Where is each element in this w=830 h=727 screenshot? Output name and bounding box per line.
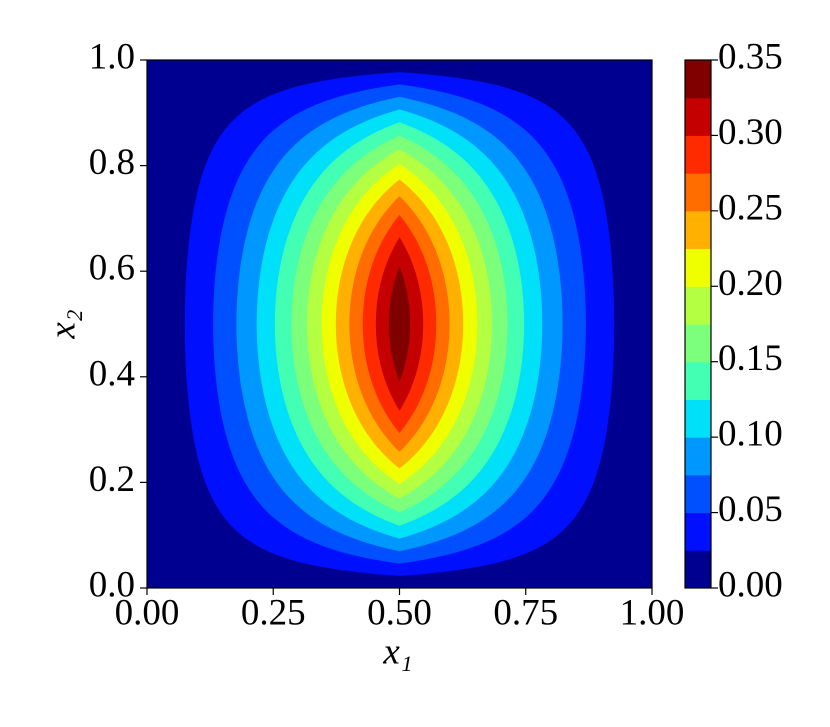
x-tick-label: 0.50	[367, 592, 432, 633]
colorbar-segment	[685, 173, 711, 212]
y-axis-label: x₂	[42, 309, 83, 339]
colorbar-frame	[684, 59, 712, 589]
x-axis-label: x₁	[382, 631, 412, 672]
x-tick-label: 0.25	[241, 592, 306, 633]
colorbar-tick-label: 0.20	[718, 263, 783, 304]
y-tick-label: 0.0	[89, 564, 135, 605]
y-tick-label: 1.0	[89, 36, 135, 77]
colorbar-segment	[685, 399, 711, 438]
colorbar-segment	[685, 512, 711, 551]
colorbar-tick-label: 0.15	[718, 338, 783, 379]
colorbar-tick-label: 0.25	[718, 187, 783, 228]
colorbar-segment	[685, 550, 711, 589]
x-tick-label: 1.00	[620, 592, 685, 633]
colorbar-segment	[685, 60, 711, 99]
colorbar-tick-label: 0.10	[718, 414, 783, 455]
colorbar-segment	[685, 248, 711, 287]
colorbar-segment	[685, 474, 711, 514]
colorbar-tick-label: 0.30	[718, 112, 783, 153]
x-tick-label: 0.00	[115, 592, 180, 633]
y-tick-label: 0.6	[89, 248, 135, 289]
colorbar-segment	[685, 361, 711, 400]
y-tick-label: 0.2	[89, 459, 135, 500]
colorbar-segment	[685, 286, 711, 325]
colorbar-segment	[685, 135, 711, 174]
colorbar-tick-label: 0.35	[718, 36, 783, 77]
colorbar-segment	[685, 210, 711, 250]
colorbar-segment	[685, 437, 711, 476]
colorbar-tick-label: 0.05	[718, 489, 783, 530]
contour-region	[388, 266, 411, 382]
y-tick-label: 0.4	[89, 353, 135, 394]
y-tick-label: 0.8	[89, 142, 135, 183]
x-tick-label: 0.75	[493, 592, 558, 633]
colorbar-segment	[685, 97, 711, 136]
colorbar-tick-label: 0.00	[718, 564, 783, 605]
colorbar-segment	[685, 324, 711, 363]
